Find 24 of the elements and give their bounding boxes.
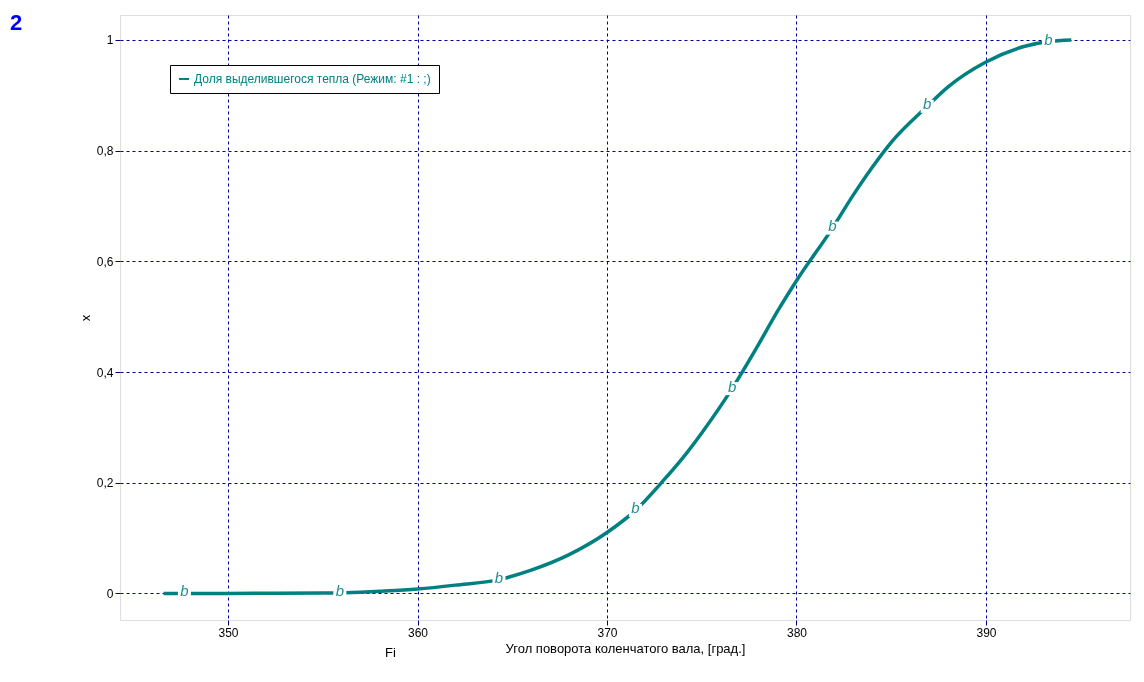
- annotation: b: [494, 568, 504, 586]
- x-tick-label: 390: [976, 625, 997, 640]
- x-axis-title: Угол поворота коленчатого вала, [град.]: [505, 640, 746, 656]
- y-tick-label: 0,4: [96, 365, 114, 380]
- legend-label: Доля выделившегося тепла (Режим: #1 : ;): [194, 72, 431, 86]
- annotation: b: [828, 217, 837, 235]
- annotation: b: [335, 581, 344, 599]
- annotation: b: [631, 499, 640, 517]
- y-tick-label: 0,6: [96, 254, 114, 269]
- x-tick-label: 370: [597, 625, 618, 640]
- y-tick-label: 0: [106, 586, 114, 601]
- annotation: b: [727, 377, 737, 395]
- annotation: b: [180, 582, 189, 600]
- y-tick-label: 0,8: [96, 144, 114, 159]
- y-tick-label: 0,2: [96, 476, 114, 491]
- annotation: b: [1044, 30, 1053, 48]
- text: Fi: [385, 645, 396, 660]
- y-axis-title: x: [77, 314, 93, 322]
- annotation: b: [923, 95, 932, 113]
- text: 2: [10, 10, 23, 35]
- x-tick-label: 360: [407, 625, 429, 640]
- x-tick-label: 350: [218, 625, 239, 640]
- x-tick-label: 380: [786, 625, 808, 640]
- y-tick-label: 1: [106, 33, 114, 48]
